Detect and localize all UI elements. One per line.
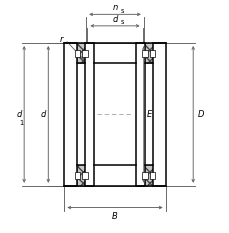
Bar bbox=[74, 172, 80, 179]
Text: n: n bbox=[112, 3, 117, 12]
Text: d: d bbox=[41, 110, 46, 119]
Bar bbox=[152, 43, 165, 186]
Bar bbox=[77, 165, 85, 186]
Bar bbox=[74, 50, 80, 57]
Text: d: d bbox=[16, 110, 22, 119]
Bar bbox=[135, 43, 144, 186]
Bar bbox=[142, 172, 147, 179]
Text: s: s bbox=[120, 19, 124, 25]
Bar bbox=[64, 43, 77, 186]
Bar bbox=[142, 50, 147, 57]
Bar bbox=[144, 165, 152, 186]
Text: r: r bbox=[60, 35, 63, 44]
Text: 1: 1 bbox=[19, 120, 23, 126]
Bar bbox=[82, 172, 87, 179]
Text: s: s bbox=[120, 8, 124, 14]
Bar bbox=[85, 43, 94, 186]
Bar bbox=[144, 43, 152, 63]
Bar bbox=[77, 43, 85, 63]
Bar bbox=[149, 50, 155, 57]
Bar bbox=[82, 50, 87, 57]
Bar bbox=[149, 172, 155, 179]
Text: d: d bbox=[112, 14, 117, 24]
Text: B: B bbox=[112, 212, 117, 221]
Text: E: E bbox=[147, 110, 152, 119]
Text: D: D bbox=[196, 110, 203, 119]
